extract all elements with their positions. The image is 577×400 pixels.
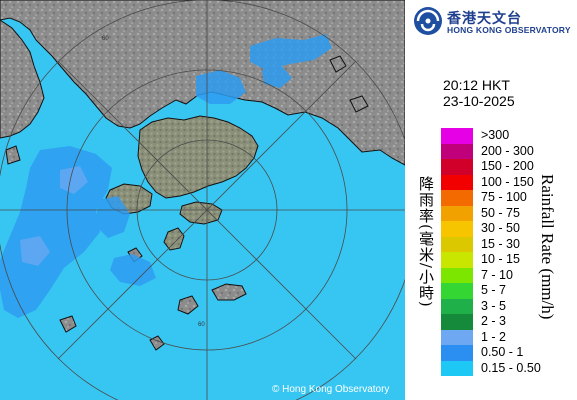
legend-row: 5 - 7 [441, 283, 569, 299]
legend-title-en-text: Rainfall Rate (mm/h) [538, 174, 557, 320]
legend-label: 10 - 15 [481, 252, 520, 266]
hk-island [179, 201, 223, 225]
legend-label: 150 - 200 [481, 159, 534, 173]
legend-label: 7 - 10 [481, 267, 513, 282]
legend-swatch [441, 345, 473, 361]
legend-row: 200 - 300 [441, 143, 569, 159]
legend-label: 5 - 7 [481, 283, 507, 297]
legend-swatch [441, 314, 473, 330]
legend-swatch [441, 283, 473, 299]
legend-row: 75 - 100 [441, 190, 569, 206]
legend-swatch [441, 252, 473, 268]
legend-row: 15 - 30 [441, 236, 569, 252]
legend-row: 3 - 5 [441, 298, 569, 314]
legend-label: 1 - 2 [481, 329, 507, 344]
legend-row: 150 - 200 [441, 159, 569, 175]
legend-swatch [441, 298, 473, 314]
legend-swatch [441, 174, 473, 190]
legend-swatch [441, 221, 473, 237]
legend-label: >300 [481, 128, 510, 142]
legend-swatch [441, 236, 473, 252]
islet-4 [59, 315, 77, 333]
copyright-text: © Hong Kong Observatory [272, 384, 390, 395]
legend-title-en: Rainfall Rate (mm/h) [535, 174, 565, 374]
legend-row: 0.50 - 1 [441, 345, 569, 361]
legend-row: 2 - 3 [441, 314, 569, 330]
timestamp-date: 23-10-2025 [443, 93, 515, 109]
range-ring-label: 60 [102, 36, 109, 42]
islet-6 [349, 95, 369, 113]
legend-row: 50 - 75 [441, 205, 569, 221]
legend-title-cn: 降雨率(毫米/小時) [417, 176, 435, 308]
legend-label: 2 - 3 [481, 314, 507, 328]
legend-label: 15 - 30 [481, 236, 520, 251]
legend-swatch [441, 360, 473, 376]
hko-logo-icon [414, 7, 442, 35]
legend-swatch [441, 190, 473, 206]
rain-echoes-light [20, 166, 88, 266]
legend-label: 100 - 150 [481, 174, 534, 189]
radar-map: 60 60 [0, 0, 405, 400]
hko-logo: 香港天文台 HONG KONG OBSERVATORY [413, 6, 575, 36]
legend-row: 100 - 150 [441, 174, 569, 190]
legend-label: 3 - 5 [481, 298, 507, 313]
legend-swatch [441, 267, 473, 283]
legend-row: 1 - 2 [441, 329, 569, 345]
islet-7 [5, 145, 21, 165]
legend-label: 50 - 75 [481, 205, 520, 220]
legend-label: 75 - 100 [481, 190, 527, 204]
legend-swatch [441, 329, 473, 345]
legend-row: >300 [441, 128, 569, 144]
islet-1 [177, 295, 199, 315]
legend-swatch [441, 159, 473, 175]
legend-swatch [441, 143, 473, 159]
western-land [0, 19, 45, 139]
legend-swatch [441, 205, 473, 221]
legend-label: 30 - 50 [481, 221, 520, 235]
legend-label: 0.50 - 1 [481, 345, 524, 359]
lamma-island [163, 227, 185, 251]
south-islands [211, 283, 247, 301]
legend-label: 200 - 300 [481, 143, 534, 158]
legend-label: 0.15 - 0.50 [481, 360, 541, 375]
timestamp-time: 20:12 HKT [443, 77, 510, 93]
legend-row: 0.15 - 0.50 [441, 360, 569, 376]
legend-row: 10 - 15 [441, 252, 569, 268]
range-rings [0, 0, 405, 400]
hong-kong-land [137, 115, 259, 199]
legend-row: 7 - 10 [441, 267, 569, 283]
rain-echoes [0, 34, 332, 318]
islet-5 [329, 55, 347, 73]
info-panel: 香港天文台 HONG KONG OBSERVATORY 20:12 HKT 23… [405, 0, 577, 400]
legend-swatch [441, 128, 473, 144]
org-name-cn: 香港天文台 [447, 11, 522, 27]
legend-row: 30 - 50 [441, 221, 569, 237]
org-name-en: HONG KONG OBSERVATORY [447, 25, 571, 35]
range-ring-label-2: 60 [198, 322, 205, 328]
